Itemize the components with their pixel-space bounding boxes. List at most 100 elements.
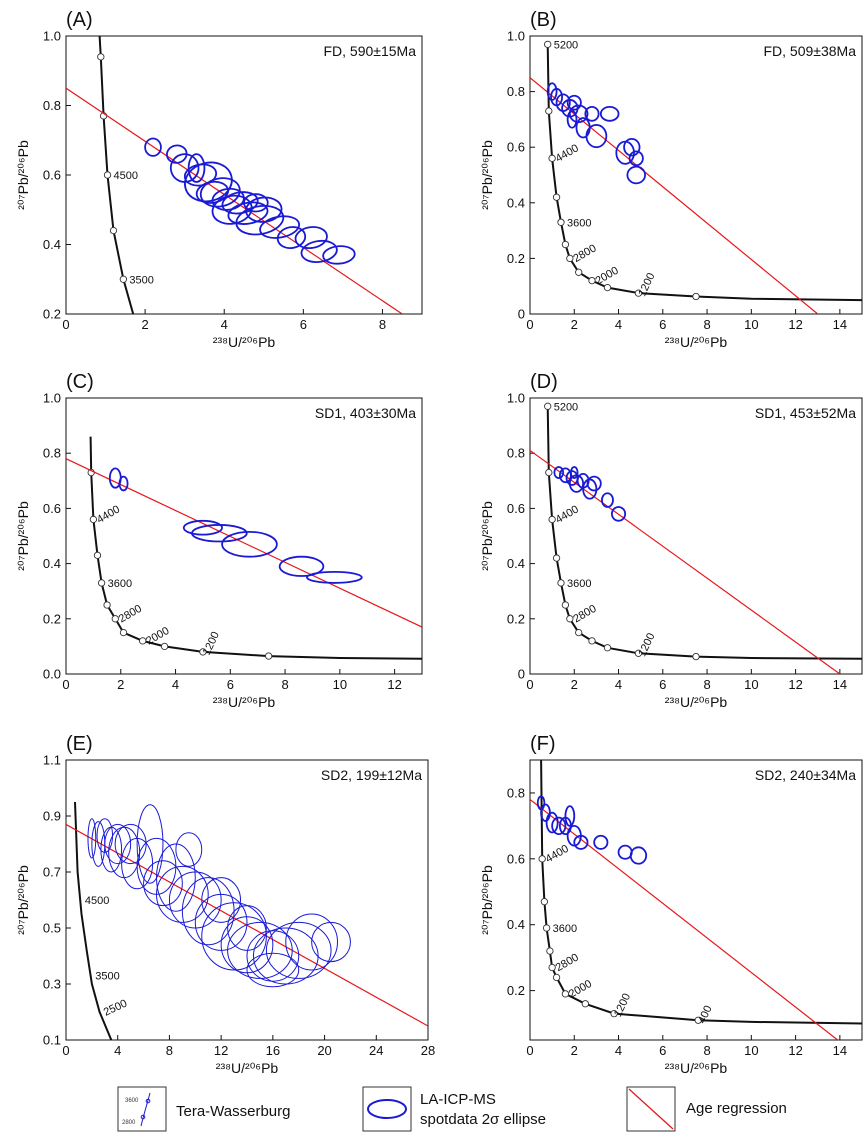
age-regression-line [66,458,422,628]
y-tick-label: 0.4 [43,237,61,252]
legend-regression-box [626,1086,676,1132]
chart-title: SD2, 240±34Ma [755,767,856,783]
x-tick-label: 0 [62,677,69,692]
y-axis-label: ²⁰⁷Pb/²⁰⁶Pb [15,865,31,935]
y-tick-label: 0 [518,667,525,682]
x-tick-label: 4 [172,677,179,692]
data-ellipse [108,826,141,879]
panel-label: (E) [66,733,93,755]
chart-panel-d: 0 2 4 6 8 10 12 14 0 0.2 0.4 0.6 0.8 1.0 5200 4400 3600 2… [479,371,863,710]
plot-area [530,760,862,1040]
chart-panel-c: 0 2 4 6 8 10 120.00.20.40.60.81.04400360028002… [15,371,423,710]
y-tick-label: 0.4 [507,556,525,571]
data-ellipse [584,105,600,122]
x-tick-label: 12 [214,1043,228,1058]
data-ellipse [322,245,356,265]
x-tick-label: 0 [62,1043,69,1058]
concordia-marker [546,947,554,955]
concordia-marker [561,240,570,249]
concordia-curve [89,436,422,660]
x-tick-label: 24 [369,1043,383,1058]
concordia-marker [552,973,561,982]
data-ellipse [191,524,248,543]
y-tick-label: 1.0 [43,391,61,406]
concordia-marker [119,628,128,637]
legend: 3600 2800 Tera-Wasserburg LA-ICP-MS spot… [117,1086,787,1132]
plot-frame [529,35,863,315]
x-tick-label: 14 [833,1043,847,1058]
x-tick-label: 2 [571,1043,578,1058]
y-axis-label: ²⁰⁷Pb/²⁰⁶Pb [479,501,495,571]
chart-title: SD1, 453±52Ma [755,405,856,421]
age-regression-line [530,449,841,674]
data-ellipse [278,555,325,577]
chart-title: SD2, 199±12Ma [321,767,422,783]
y-tick-label: 0 [518,307,525,322]
data-ellipse [246,930,300,982]
concordia-age-label: 4400 [554,142,581,165]
x-tick-label: 28 [421,1043,435,1058]
x-tick-label: 16 [266,1043,280,1058]
x-tick-label: 10 [333,677,347,692]
chart-title: FD, 509±38Ma [763,43,856,59]
x-tick-label: 8 [281,677,288,692]
legend-concordia-curve [140,1092,151,1127]
concordia-marker [97,53,105,61]
concordia-marker [548,154,556,162]
data-ellipse [136,804,164,884]
data-ellipse [156,865,209,923]
y-tick-label: 0.2 [507,611,525,626]
concordia-marker [588,637,596,645]
y-tick-label: 0.8 [507,446,525,461]
plot-frame [65,759,429,1041]
data-ellipse [156,843,196,912]
y-tick-label: 0.9 [43,809,61,824]
data-ellipse [593,834,609,850]
concordia-marker [557,579,565,587]
legend-ellipse: LA-ICP-MS spotdata 2σ ellipse [362,1086,546,1132]
plot-area [530,40,862,314]
concordia-age-label: 2800 [554,951,581,974]
x-tick-label: 4 [615,677,622,692]
y-tick-label: 0.5 [43,921,61,936]
data-ellipse [566,94,582,111]
y-tick-label: 0.3 [43,977,61,992]
concordia-marker [557,218,565,226]
data-ellipse [545,811,559,834]
concordia-curve [74,801,113,1040]
concordia-marker [581,1000,589,1008]
data-ellipse [564,805,576,827]
y-tick-label: 0.8 [43,98,61,113]
x-tick-label: 8 [703,677,710,692]
data-ellipse [285,913,338,971]
x-tick-label: 6 [659,1043,666,1058]
y-tick-label: 0.4 [507,917,525,932]
data-ellipse [626,165,646,185]
data-ellipse [617,844,633,860]
data-ellipse [629,846,648,865]
concordia-age-label: 3500 [95,971,119,983]
age-regression-line [530,77,819,314]
legend-concordia-box [117,1086,167,1132]
legend-tera-wasserburg: 3600 2800 Tera-Wasserburg [117,1086,290,1132]
x-tick-label: 4 [114,1043,121,1058]
concordia-marker [548,963,556,972]
data-ellipse [227,201,269,225]
data-ellipse [306,570,363,584]
concordia-marker [540,897,549,906]
data-ellipse [166,144,188,164]
data-ellipse [201,877,242,923]
plot-frame [529,759,863,1041]
legend-label-spotdata: spotdata 2σ ellipse [420,1111,546,1128]
data-ellipse [623,137,641,157]
data-ellipse [276,226,307,249]
x-tick-label: 4 [615,317,622,332]
chart-panel-e: 0 4 8 12 16 20 24 28 0.1 0.3 0.5 0.7 0.9 1.1 4500 3500 2… [15,733,435,1076]
chart-panel-b: 0 2 4 6 8 10 12 14 0 0.2 0.4 0.6 0.8 1.0 5200 4400 3600 2… [479,9,863,350]
data-ellipse [227,905,267,951]
y-tick-label: 0.6 [43,501,61,516]
data-ellipse [311,921,351,963]
panel-label: (C) [66,371,94,393]
